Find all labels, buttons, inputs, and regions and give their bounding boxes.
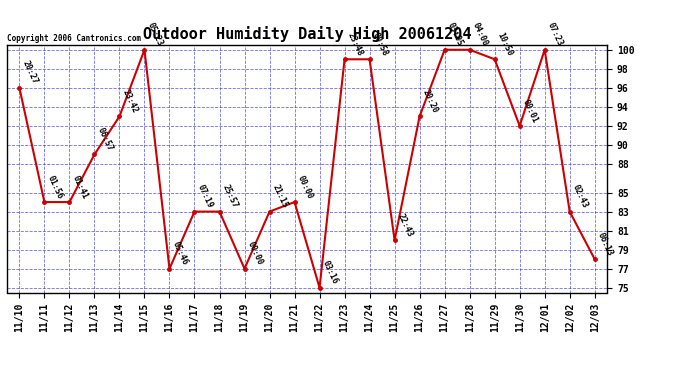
- Text: 23:42: 23:42: [121, 88, 139, 114]
- Text: 01:56: 01:56: [46, 174, 64, 200]
- Text: 03:05: 03:05: [446, 21, 464, 48]
- Text: 25:57: 25:57: [221, 183, 239, 210]
- Text: 22:43: 22:43: [396, 212, 415, 238]
- Text: 23:48: 23:48: [346, 31, 364, 57]
- Text: 00:58: 00:58: [371, 31, 390, 57]
- Text: 04:00: 04:00: [471, 21, 490, 48]
- Text: 21:15: 21:15: [270, 183, 290, 210]
- Text: 10:50: 10:50: [496, 31, 515, 57]
- Text: 05:46: 05:46: [170, 240, 190, 267]
- Text: 00:00: 00:00: [296, 174, 315, 200]
- Title: Outdoor Humidity Daily High 20061204: Outdoor Humidity Daily High 20061204: [143, 27, 471, 42]
- Text: 20:27: 20:27: [21, 60, 39, 86]
- Text: 01:41: 01:41: [70, 174, 90, 200]
- Text: 03:16: 03:16: [321, 260, 339, 286]
- Text: 05:23: 05:23: [146, 21, 164, 48]
- Text: 06:57: 06:57: [96, 126, 115, 153]
- Text: 07:19: 07:19: [196, 183, 215, 210]
- Text: 02:43: 02:43: [571, 183, 590, 210]
- Text: Copyright 2006 Cantronics.com: Copyright 2006 Cantronics.com: [7, 33, 141, 42]
- Text: 00:00: 00:00: [246, 240, 264, 267]
- Text: 20:20: 20:20: [421, 88, 440, 114]
- Text: 06:13: 06:13: [596, 231, 615, 257]
- Text: 07:23: 07:23: [546, 21, 564, 48]
- Text: 00:01: 00:01: [521, 98, 540, 124]
